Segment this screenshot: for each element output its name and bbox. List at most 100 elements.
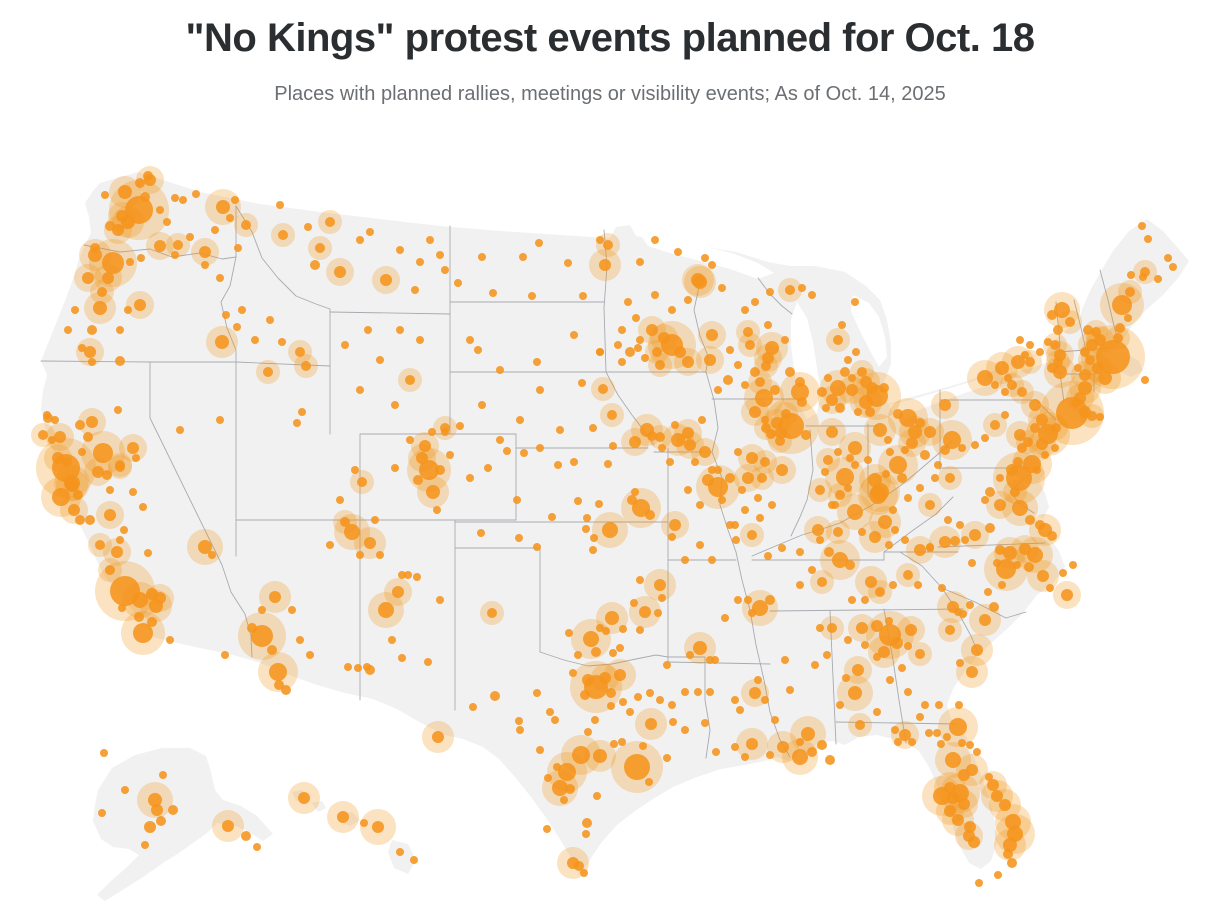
event-dot[interactable]	[741, 506, 749, 514]
event-dot[interactable]	[544, 774, 552, 782]
event-dot[interactable]	[371, 516, 379, 524]
event-dot[interactable]	[296, 636, 304, 644]
event-dot[interactable]	[325, 217, 335, 227]
event-dot[interactable]	[231, 196, 239, 204]
event-dot[interactable]	[116, 326, 124, 334]
event-dot[interactable]	[1091, 327, 1101, 337]
event-dot[interactable]	[1144, 235, 1152, 243]
event-dot[interactable]	[120, 526, 128, 534]
event-dot[interactable]	[276, 201, 284, 209]
event-dot[interactable]	[516, 726, 524, 734]
event-dot[interactable]	[1046, 584, 1054, 592]
event-dot[interactable]	[991, 790, 1003, 802]
event-dot[interactable]	[1047, 363, 1057, 373]
event-dot[interactable]	[1074, 364, 1082, 372]
event-dot[interactable]	[553, 763, 561, 771]
event-dot[interactable]	[725, 473, 735, 483]
event-dot[interactable]	[731, 743, 739, 751]
event-dot[interactable]	[631, 488, 639, 496]
event-dot[interactable]	[630, 599, 638, 607]
event-dot[interactable]	[873, 708, 881, 716]
event-dot[interactable]	[102, 272, 114, 284]
event-dot[interactable]	[990, 420, 1000, 430]
event-dot[interactable]	[878, 515, 892, 529]
event-dot[interactable]	[873, 653, 881, 661]
event-dot[interactable]	[734, 361, 742, 369]
event-dot[interactable]	[712, 748, 720, 756]
event-dot[interactable]	[939, 399, 951, 411]
event-dot[interactable]	[801, 727, 815, 741]
event-dot[interactable]	[466, 336, 474, 344]
event-dot[interactable]	[751, 298, 759, 306]
event-dot[interactable]	[1080, 347, 1090, 357]
event-dot[interactable]	[969, 529, 981, 541]
event-dot[interactable]	[533, 543, 541, 551]
event-dot[interactable]	[903, 570, 913, 580]
event-dot[interactable]	[106, 486, 114, 494]
event-dot[interactable]	[1044, 338, 1052, 346]
event-dot[interactable]	[596, 624, 604, 632]
event-dot[interactable]	[565, 629, 573, 637]
event-dot[interactable]	[1013, 561, 1021, 569]
event-dot[interactable]	[732, 536, 740, 544]
event-dot[interactable]	[701, 254, 709, 262]
event-dot[interactable]	[754, 494, 762, 502]
event-dot[interactable]	[410, 856, 418, 864]
event-dot[interactable]	[866, 382, 878, 394]
event-dot[interactable]	[755, 377, 765, 387]
event-dot[interactable]	[811, 661, 819, 669]
event-dot[interactable]	[101, 191, 109, 199]
event-dot[interactable]	[956, 659, 964, 667]
event-dot[interactable]	[618, 358, 626, 366]
event-dot[interactable]	[116, 536, 124, 544]
event-dot[interactable]	[151, 804, 163, 816]
event-dot[interactable]	[958, 769, 970, 781]
event-dot[interactable]	[1078, 381, 1092, 395]
event-dot[interactable]	[607, 410, 617, 420]
event-dot[interactable]	[134, 299, 146, 311]
event-dot[interactable]	[985, 523, 995, 533]
event-dot[interactable]	[651, 236, 659, 244]
event-dot[interactable]	[764, 321, 772, 329]
event-dot[interactable]	[797, 397, 807, 407]
event-dot[interactable]	[554, 461, 562, 469]
event-dot[interactable]	[852, 664, 864, 676]
event-dot[interactable]	[897, 473, 907, 483]
event-dot[interactable]	[937, 740, 945, 748]
event-dot[interactable]	[947, 601, 959, 613]
event-dot[interactable]	[795, 377, 805, 387]
event-dot[interactable]	[696, 541, 704, 549]
event-dot[interactable]	[392, 586, 404, 598]
event-dot[interactable]	[925, 500, 935, 510]
event-dot[interactable]	[914, 581, 922, 589]
event-dot[interactable]	[646, 689, 654, 697]
event-dot[interactable]	[861, 596, 869, 604]
event-dot[interactable]	[893, 409, 903, 419]
event-dot[interactable]	[64, 326, 72, 334]
event-dot[interactable]	[812, 524, 824, 536]
event-dot[interactable]	[354, 664, 362, 672]
event-dot[interactable]	[95, 540, 105, 550]
event-dot[interactable]	[681, 556, 689, 564]
event-dot[interactable]	[1021, 351, 1029, 359]
event-dot[interactable]	[596, 348, 604, 356]
event-dot[interactable]	[199, 246, 211, 258]
event-dot[interactable]	[614, 341, 622, 349]
event-dot[interactable]	[533, 358, 541, 366]
event-dot[interactable]	[898, 664, 906, 672]
event-dot[interactable]	[580, 869, 588, 877]
event-dot[interactable]	[360, 819, 368, 827]
event-dot[interactable]	[102, 252, 124, 274]
event-dot[interactable]	[658, 444, 666, 452]
event-dot[interactable]	[639, 742, 647, 750]
event-dot[interactable]	[904, 642, 912, 650]
event-dot[interactable]	[894, 738, 902, 746]
event-dot[interactable]	[775, 427, 787, 439]
event-dot[interactable]	[765, 595, 775, 605]
event-dot[interactable]	[856, 622, 868, 634]
event-dot[interactable]	[958, 739, 966, 747]
event-dot[interactable]	[344, 524, 360, 540]
event-dot[interactable]	[82, 272, 94, 284]
event-dot[interactable]	[1007, 380, 1017, 390]
event-dot[interactable]	[668, 701, 676, 709]
